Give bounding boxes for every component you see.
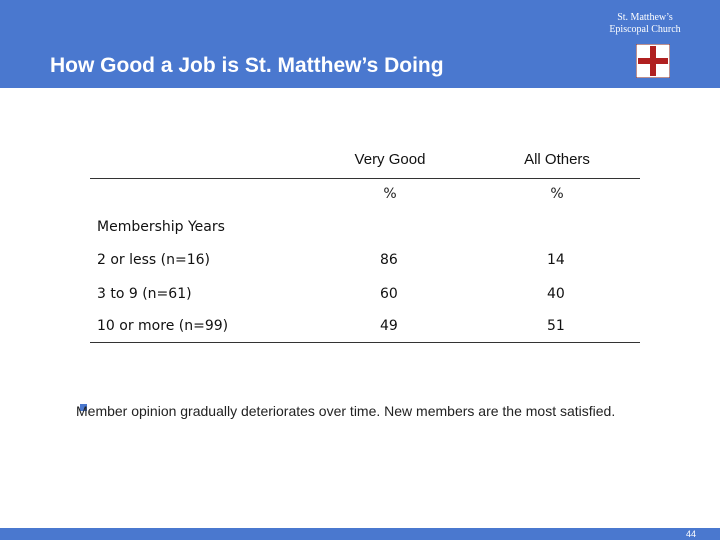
unit-label: % [383,186,397,202]
table-cell: 49 [380,318,398,334]
logo-text: Episcopal Church [609,24,681,35]
section-label: Membership Years [97,219,225,235]
row-label: 10 or more (n=99) [97,318,229,334]
bullet-text: Member opinion gradually deteriorates ov… [76,403,616,419]
table-cell: 60 [380,286,398,302]
footer-band [0,528,720,540]
table-cell: 40 [547,286,565,302]
column-header: Very Good [354,151,426,168]
row-label: 3 to 9 (n=61) [97,286,192,302]
unit-label: % [550,186,564,202]
table-cell: 86 [380,252,398,268]
table-cell: 14 [547,252,565,268]
slide-title: How Good a Job is St. Matthew’s Doing [50,54,444,77]
table-rule [90,178,640,179]
column-header: All Others [524,151,590,168]
header-band [0,0,720,88]
bullet-marker [80,404,87,411]
page-number: 44 [685,529,696,539]
logo-text: St. Matthew’s [617,12,673,23]
table-rule [90,342,640,343]
logo-cross [636,44,670,78]
table-cell: 51 [547,318,565,334]
row-label: 2 or less (n=16) [97,252,211,268]
